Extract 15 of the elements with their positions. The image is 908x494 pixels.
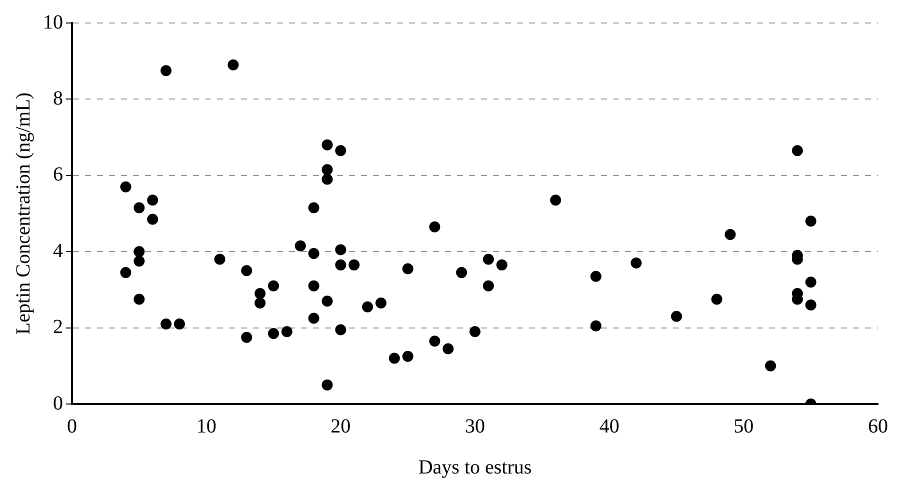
x-tick-label: 20 xyxy=(330,415,351,438)
x-tick-label: 60 xyxy=(868,415,888,438)
y-tick-label: 2 xyxy=(53,316,63,338)
y-tick-label: 8 xyxy=(53,87,63,110)
x-tick-label: 40 xyxy=(599,415,620,438)
y-tick-label: 4 xyxy=(53,240,63,262)
x-tick-label: 50 xyxy=(734,415,754,438)
x-tick-label: 30 xyxy=(465,415,485,438)
x-tick-label: 0 xyxy=(67,415,77,438)
y-tick-label: 6 xyxy=(53,164,63,186)
x-axis-title: Days to estrus xyxy=(418,456,532,478)
x-tick-label: 10 xyxy=(196,415,216,438)
y-axis-title: Leptin Concentration (ng/mL) xyxy=(12,92,34,335)
y-tick-label: 0 xyxy=(53,392,63,414)
y-tick-label: 10 xyxy=(43,11,63,34)
